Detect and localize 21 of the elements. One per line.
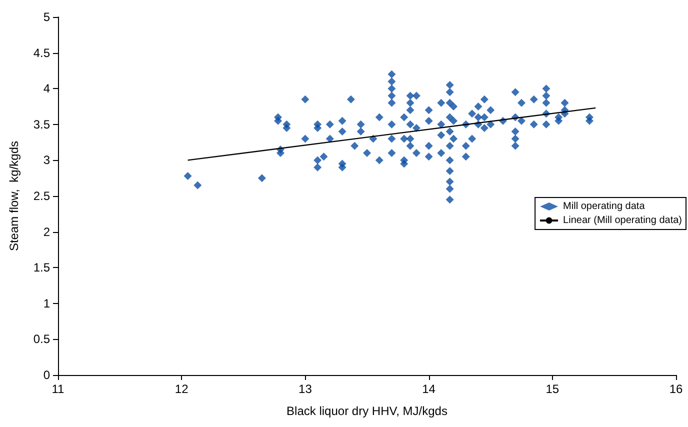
y-tick-label: 1 [43, 296, 50, 310]
legend-label: Mill operating data [563, 201, 646, 212]
y-tick-label: 2.5 [33, 189, 50, 203]
x-tick-label: 14 [422, 382, 436, 396]
y-tick-label: 0 [43, 368, 50, 382]
x-tick-label: 16 [669, 382, 683, 396]
y-tick-label: 0.5 [33, 332, 50, 346]
x-tick-label: 13 [298, 382, 312, 396]
x-tick-label: 11 [52, 382, 65, 396]
legend-label: Linear (Mill operating data) [563, 215, 682, 226]
x-tick-label: 12 [174, 382, 189, 396]
y-tick-label: 3.5 [33, 117, 50, 132]
y-tick-label: 4.5 [33, 46, 50, 60]
y-tick-label: 2 [43, 224, 50, 239]
y-tick-label: 3 [43, 153, 50, 168]
x-axis-title: Black liquor dry HHV, MJ/kgds [286, 404, 448, 418]
y-tick-label: 1.5 [33, 260, 50, 275]
y-axis-title: Steam flow, kg/kgds [7, 140, 21, 252]
y-tick-label: 5 [43, 10, 50, 24]
x-tick-label: 15 [546, 382, 560, 396]
y-tick-label: 4 [43, 82, 50, 96]
